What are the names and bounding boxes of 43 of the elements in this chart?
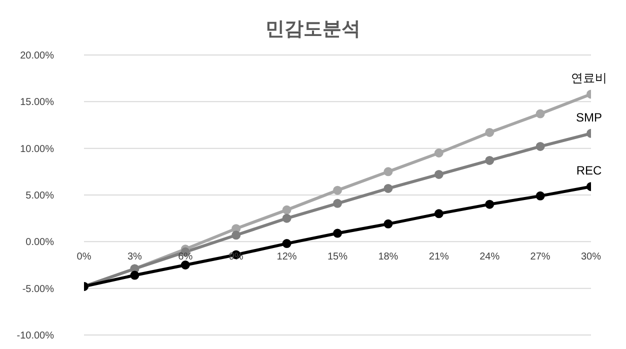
x-tick-label: 24% — [480, 252, 500, 263]
x-tick-label: 0% — [76, 252, 92, 263]
point — [434, 148, 444, 158]
x-tick-label: 15% — [327, 252, 348, 263]
point — [130, 270, 140, 280]
x-tick-label: 27% — [530, 252, 550, 263]
point — [384, 167, 393, 176]
point — [333, 198, 342, 208]
point — [485, 128, 494, 137]
x-tick-label: 3% — [127, 252, 142, 263]
x-tick-label: 21% — [428, 252, 450, 263]
point — [434, 170, 444, 179]
point — [384, 184, 393, 193]
x-tick-label: 18% — [378, 252, 398, 263]
x-tick-label: 6% — [178, 252, 193, 263]
x-tick-label: 30% — [580, 252, 602, 263]
point — [333, 228, 342, 238]
series-label: 연료비 — [571, 71, 607, 86]
point — [232, 230, 241, 240]
point — [536, 109, 545, 118]
point — [536, 191, 545, 200]
y-tick-label: 15.00% — [20, 97, 54, 108]
point — [180, 260, 190, 270]
point — [333, 186, 342, 195]
y-tick-label: -10.00% — [16, 330, 54, 342]
y-tick-label: 0.00% — [26, 237, 54, 248]
series-label: REC — [576, 164, 602, 178]
point — [485, 156, 494, 165]
point — [384, 219, 393, 228]
y-tick-label: 20.00% — [20, 50, 54, 62]
y-tick-label: 10.00% — [20, 144, 54, 155]
y-tick-label: 5.00% — [26, 190, 54, 202]
point — [282, 239, 292, 248]
y-tick-label: -5.00% — [22, 284, 54, 295]
series-label: SMP — [576, 110, 602, 124]
point — [434, 209, 444, 218]
point — [485, 200, 494, 209]
x-tick-label: 12% — [276, 252, 297, 263]
point — [282, 214, 292, 223]
point — [282, 205, 292, 214]
x-tick-label: 9% — [228, 252, 244, 263]
chart-title: 민감도분석 — [264, 17, 362, 42]
point — [536, 142, 545, 151]
